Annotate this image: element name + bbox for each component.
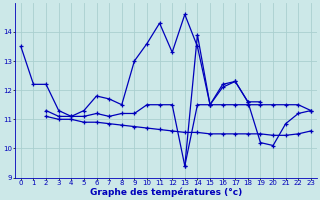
X-axis label: Graphe des températures (°c): Graphe des températures (°c) — [90, 188, 242, 197]
